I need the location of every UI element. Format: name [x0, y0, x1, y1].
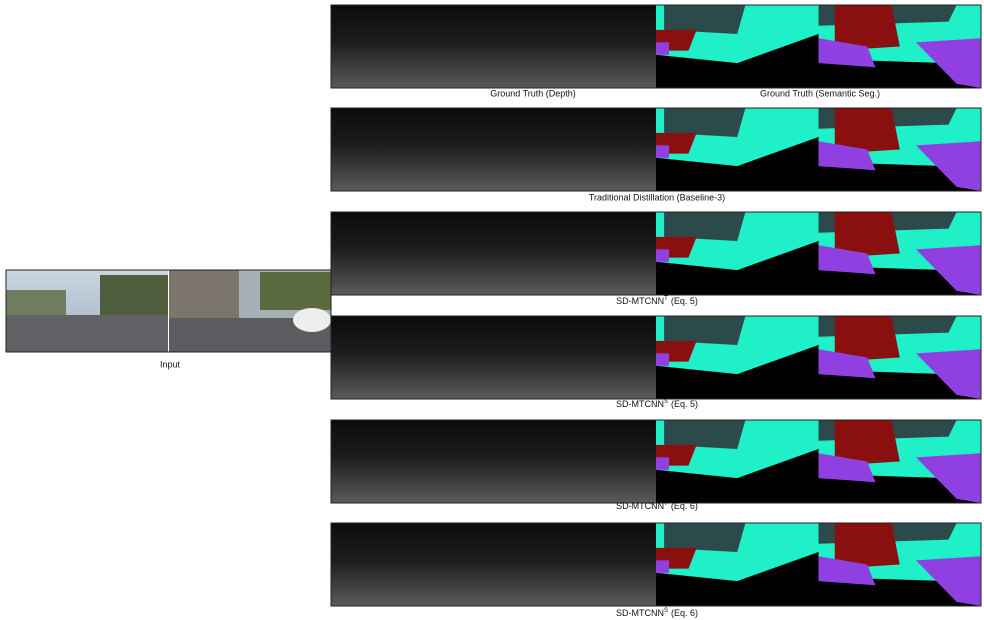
depth-map: [494, 316, 657, 399]
row-caption: SD-MTCNNS(Eq. 6): [616, 608, 698, 619]
method-sup: S: [664, 608, 668, 614]
method-name: SD-MTCNN: [616, 296, 664, 306]
row-caption: Ground Truth (Depth): [490, 88, 576, 98]
method-name: SD-MTCNN: [616, 608, 664, 618]
row-caption: SD-MTCNNT(Eq. 6): [616, 501, 698, 512]
method-sup: T: [664, 296, 668, 302]
depth-map: [331, 316, 494, 399]
row-caption: SD-MTCNNT(Eq. 5): [616, 296, 698, 307]
depth-map: [494, 108, 657, 191]
depth-map: [331, 523, 494, 606]
figure: Input Ground Truth (Depth) Ground Truth (…: [0, 0, 984, 620]
result-row: [331, 523, 981, 606]
depth-map: [331, 420, 494, 503]
method-name: SD-MTCNN: [616, 399, 664, 409]
depth-map: [494, 212, 657, 295]
depth-map: [494, 5, 657, 88]
equation-ref: (Eq. 6): [671, 501, 698, 511]
equation-ref: (Eq. 5): [671, 296, 698, 306]
method-sup: S: [664, 399, 668, 405]
row-caption: SD-MTCNNS(Eq. 5): [616, 399, 698, 410]
equation-ref: (Eq. 5): [671, 399, 698, 409]
result-row: [331, 108, 981, 191]
row-caption: Traditional Distillation (Baseline-3): [589, 192, 725, 202]
result-row: [331, 212, 981, 295]
depth-map: [331, 212, 494, 295]
result-row: [331, 316, 981, 399]
method-sup: T: [664, 501, 668, 507]
input-caption: Input: [160, 359, 181, 369]
depth-map: [331, 108, 494, 191]
result-row: [331, 420, 981, 503]
result-row: [331, 5, 981, 88]
input-image: [6, 270, 331, 352]
depth-map: [494, 420, 657, 503]
method-name: SD-MTCNN: [616, 501, 664, 511]
depth-map: [331, 5, 494, 88]
equation-ref: (Eq. 6): [671, 608, 698, 618]
depth-map: [494, 523, 657, 606]
row-caption: Ground Truth (Semantic Seg.): [760, 88, 880, 98]
